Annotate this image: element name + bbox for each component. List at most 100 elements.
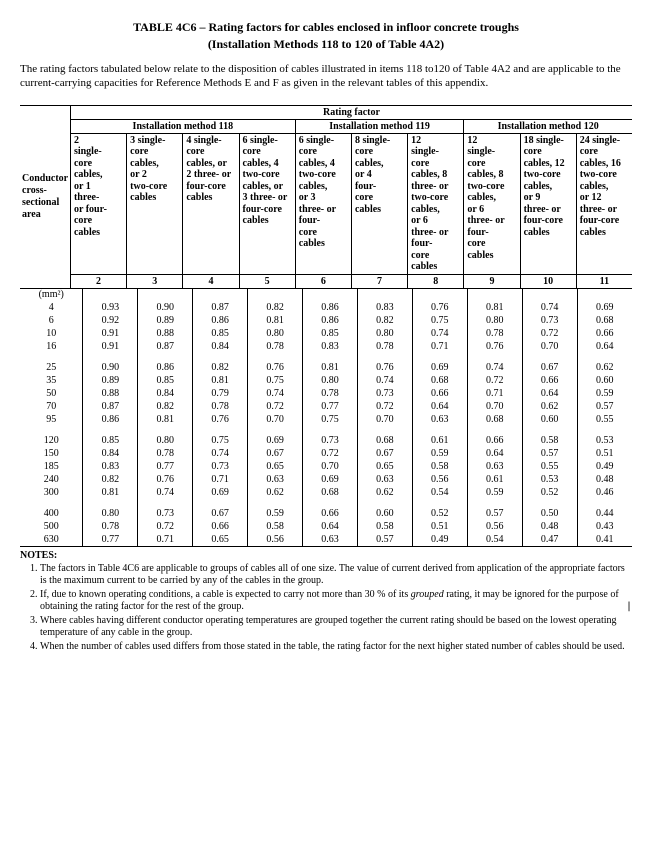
unit-cell: (mm²) [20,288,83,301]
value-cell: 0.71 [467,387,522,400]
value-cell: 0.66 [522,374,577,387]
value-cell: 0.88 [138,327,193,340]
table-row: 1500.840.780.740.670.720.670.590.640.570… [20,447,632,460]
table-row: 700.870.820.780.720.770.720.640.700.620.… [20,400,632,413]
value-cell: 0.73 [193,460,248,473]
value-cell [83,426,138,434]
value-cell: 0.69 [193,486,248,499]
value-cell: 0.53 [522,473,577,486]
value-cell: 0.62 [248,486,303,499]
value-cell: 0.56 [248,533,303,547]
col-header-7: 8 single-corecables,or 4four-corecables [351,133,407,274]
value-cell [138,499,193,507]
value-cell: 0.87 [83,400,138,413]
size-cell: 150 [20,447,83,460]
value-cell: 0.57 [577,400,632,413]
value-cell: 0.83 [303,340,358,353]
value-cell: 0.69 [248,434,303,447]
value-cell: 0.74 [412,327,467,340]
col-num-9: 9 [464,274,520,288]
value-cell: 0.60 [577,374,632,387]
value-cell: 0.83 [83,460,138,473]
value-cell: 0.76 [248,361,303,374]
value-cell: 0.82 [248,301,303,314]
size-cell: 10 [20,327,83,340]
value-cell: 0.91 [83,327,138,340]
value-cell [522,499,577,507]
method-118-header: Installation method 118 [70,119,295,133]
value-cell: 0.57 [467,507,522,520]
value-cell: 0.86 [193,314,248,327]
value-cell [83,353,138,361]
col-num-4: 4 [183,274,239,288]
value-cell: 0.75 [193,434,248,447]
table-row: 100.910.880.850.800.850.800.740.780.720.… [20,327,632,340]
value-cell: 0.63 [412,413,467,426]
col-header-8: 12single-corecables, 8three- ortwo-corec… [408,133,464,274]
value-cell: 0.66 [412,387,467,400]
value-cell: 0.51 [577,447,632,460]
col-num-6: 6 [295,274,351,288]
value-cell: 0.76 [138,473,193,486]
value-cell: 0.67 [522,361,577,374]
note-4: When the number of cables used differs f… [40,641,632,654]
size-cell [20,499,83,507]
value-cell: 0.76 [412,301,467,314]
size-cell: 6 [20,314,83,327]
col-header-11: 24 single-corecables, 16two-corecables,o… [576,133,632,274]
value-cell: 0.65 [357,460,412,473]
value-cell: 0.86 [138,361,193,374]
value-cell: 0.60 [522,413,577,426]
value-cell [577,426,632,434]
value-cell: 0.81 [467,301,522,314]
value-cell: 0.86 [303,314,358,327]
table-row [20,499,632,507]
value-cell [303,499,358,507]
note-1: The factors in Table 4C6 are applicable … [40,563,632,588]
value-cell: 0.63 [357,473,412,486]
value-cell: 0.91 [83,340,138,353]
value-cell: 0.84 [83,447,138,460]
value-cell [577,499,632,507]
value-cell: 0.92 [83,314,138,327]
value-cell [138,353,193,361]
table-row: 60.920.890.860.810.860.820.750.800.730.6… [20,314,632,327]
value-cell: 0.55 [577,413,632,426]
rating-factor-header: Rating factor [70,105,632,119]
value-cell: 0.78 [303,387,358,400]
value-cell: 0.78 [83,520,138,533]
value-cell: 0.68 [357,434,412,447]
value-cell: 0.68 [303,486,358,499]
table-row: 950.860.810.760.700.750.700.630.680.600.… [20,413,632,426]
table-subtitle: (Installation Methods 118 to 120 of Tabl… [20,37,632,52]
value-cell: 0.54 [467,533,522,547]
value-cell [303,426,358,434]
value-cell: 0.61 [412,434,467,447]
table-row [20,426,632,434]
value-cell: 0.77 [138,460,193,473]
value-cell: 0.84 [138,387,193,400]
value-cell [248,499,303,507]
size-cell: 500 [20,520,83,533]
size-cell: 16 [20,340,83,353]
value-cell: 0.87 [138,340,193,353]
intro-text: The rating factors tabulated below relat… [20,62,632,91]
value-cell: 0.72 [248,400,303,413]
value-cell: 0.80 [138,434,193,447]
table-row: 500.880.840.790.740.780.730.660.710.640.… [20,387,632,400]
value-cell [522,353,577,361]
value-cell: 0.50 [522,507,577,520]
table-row: 1200.850.800.750.690.730.680.610.660.580… [20,434,632,447]
value-cell [138,426,193,434]
col-num-8: 8 [408,274,464,288]
value-cell: 0.75 [248,374,303,387]
value-cell: 0.69 [577,301,632,314]
col-num-3: 3 [127,274,183,288]
table-row: 250.900.860.820.760.810.760.690.740.670.… [20,361,632,374]
value-cell: 0.80 [357,327,412,340]
value-cell: 0.74 [138,486,193,499]
value-cell: 0.46 [577,486,632,499]
value-cell: 0.74 [193,447,248,460]
value-cell: 0.70 [357,413,412,426]
value-cell: 0.61 [467,473,522,486]
